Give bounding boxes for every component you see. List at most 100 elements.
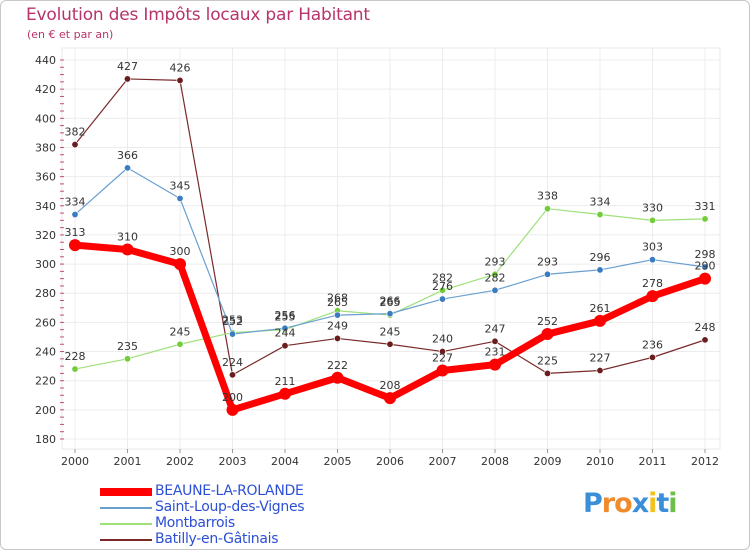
series-batilly-point	[701, 336, 709, 344]
data-label: 366	[117, 149, 138, 162]
data-label: 426	[170, 61, 191, 74]
series-batilly-point	[229, 371, 237, 379]
series-beaune-point	[646, 290, 659, 303]
series-montbarrois-point	[438, 286, 446, 294]
data-label: 249	[327, 319, 348, 332]
legend-swatch-batilly	[100, 539, 152, 541]
data-label: 427	[117, 60, 138, 73]
series-batilly-point	[386, 340, 394, 348]
data-label: 310	[117, 231, 138, 244]
series-montbarrois-point	[71, 365, 79, 373]
data-label: 266	[380, 295, 401, 308]
data-label: 211	[275, 375, 296, 388]
legend-swatch-saint-loup	[100, 507, 152, 509]
data-label: 293	[485, 255, 506, 268]
y-tick-label: 200	[35, 404, 56, 417]
logo-letter: i	[668, 488, 677, 519]
chart-subtitle: (en € et par an)	[27, 28, 114, 41]
data-label: 252	[222, 315, 243, 328]
legend-label-montbarrois: Montbarrois	[155, 515, 235, 531]
series-saint-loup-point	[333, 311, 341, 319]
data-label: 247	[485, 322, 506, 335]
series-beaune-point	[279, 387, 291, 400]
y-tick-label: 240	[35, 346, 56, 359]
data-label: 290	[695, 260, 716, 273]
series-beaune-point	[331, 371, 344, 384]
x-tick-label: 2012	[691, 455, 719, 468]
series-saint-loup-point	[701, 263, 709, 271]
data-label: 303	[642, 241, 663, 254]
proxiti-logo: Proxiti	[583, 488, 678, 519]
y-tick-label: 220	[35, 375, 56, 388]
data-label: 282	[485, 271, 506, 284]
logo-letter: x	[631, 488, 649, 519]
data-label: 382	[65, 126, 86, 139]
data-label: 236	[642, 338, 663, 351]
series-saint-loup-point	[543, 270, 551, 278]
series-batilly-point	[648, 353, 656, 361]
data-label: 208	[380, 379, 401, 392]
data-label: 231	[485, 346, 506, 359]
data-label: 235	[117, 340, 138, 353]
data-label: 245	[380, 325, 401, 338]
data-label: 296	[590, 251, 611, 264]
series-batilly-point	[543, 369, 551, 377]
data-label: 240	[432, 333, 453, 346]
data-label: 224	[222, 356, 243, 369]
data-label: 282	[432, 271, 453, 284]
x-tick-label: 2009	[534, 455, 562, 468]
y-tick-label: 180	[35, 433, 56, 446]
data-label: 227	[590, 351, 611, 364]
chart-title: Evolution des Impôts locaux par Habitant	[26, 5, 370, 25]
data-label: 345	[170, 179, 191, 192]
series-beaune-point	[121, 243, 134, 256]
data-label: 227	[432, 351, 453, 364]
series-saint-loup-point	[438, 295, 446, 303]
data-label: 225	[537, 354, 558, 367]
y-tick-label: 440	[35, 54, 56, 67]
series-saint-loup-point	[229, 330, 237, 338]
data-label: 255	[275, 311, 296, 324]
x-tick-label: 2002	[166, 455, 194, 468]
series-beaune-point	[226, 403, 239, 416]
series-beaune-point	[594, 314, 606, 327]
data-label: 256	[275, 309, 296, 322]
data-label: 334	[590, 196, 611, 209]
data-label: 261	[590, 302, 611, 315]
x-tick-label: 2001	[114, 455, 142, 468]
data-label: 300	[170, 245, 191, 258]
logo-letter: o	[614, 488, 633, 519]
y-tick-label: 320	[35, 229, 56, 242]
x-tick-label: 2004	[271, 455, 299, 468]
y-tick-label: 340	[35, 200, 56, 213]
data-label: 244	[275, 327, 296, 340]
legend-swatch-beaune	[100, 488, 152, 496]
legend-swatch-montbarrois	[100, 523, 152, 525]
series-montbarrois-point	[124, 355, 132, 363]
logo-letter: i	[648, 488, 657, 519]
data-label: 298	[695, 248, 716, 261]
logo-letter: P	[583, 488, 603, 519]
series-batilly-point	[491, 337, 499, 345]
series-batilly-point	[333, 334, 341, 342]
series-saint-loup-point	[71, 211, 79, 219]
data-label: 253	[222, 314, 243, 327]
series-beaune-point	[436, 364, 449, 377]
series-beaune-point	[384, 392, 396, 405]
y-tick-label: 300	[35, 258, 56, 271]
legend-label-beaune: BEAUNE-LA-ROLANDE	[155, 483, 304, 499]
data-label: 245	[170, 325, 191, 338]
data-label: 252	[537, 315, 558, 328]
series-montbarrois-point	[596, 211, 604, 219]
y-tick-label: 360	[35, 171, 56, 184]
data-label: 330	[642, 201, 663, 214]
data-label: 222	[327, 359, 348, 372]
series-montbarrois-point	[543, 205, 551, 213]
series-saint-loup-point	[386, 310, 394, 318]
series-saint-loup-point	[648, 256, 656, 264]
series-beaune-point	[699, 272, 711, 285]
data-label: 268	[327, 292, 348, 305]
series-montbarrois-point	[176, 340, 184, 348]
series-batilly-point	[438, 348, 446, 356]
